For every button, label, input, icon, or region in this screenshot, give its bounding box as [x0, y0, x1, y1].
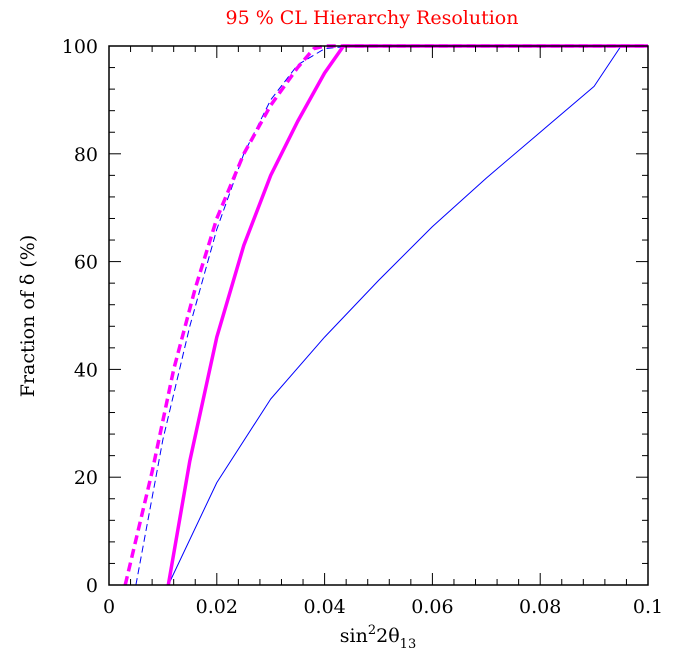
x-axis-label: sin22θ13	[340, 623, 416, 652]
ticks	[108, 45, 649, 586]
y-tick-label: 60	[74, 252, 98, 274]
x-tick-label: 0.06	[411, 596, 453, 618]
series-line-1	[167, 45, 648, 586]
y-tick-label: 20	[74, 467, 98, 489]
plot-lines	[123, 44, 648, 586]
tick-labels: 0 0.02 0.04 0.06 0.08 0.1 0 20 40 60 80 100	[62, 36, 663, 618]
plot-frame	[108, 45, 649, 586]
x-label-base: sin	[340, 625, 368, 647]
x-tick-label: 0.04	[303, 596, 345, 618]
y-tick-label: 80	[74, 144, 98, 166]
chart-title: 95 % CL Hierarchy Resolution	[226, 7, 519, 29]
x-label-mid: 2θ	[376, 625, 400, 647]
x-tick-label: 0.02	[196, 596, 238, 618]
series-line-4	[123, 44, 648, 586]
y-axis-label: Fraction of δ (%)	[17, 235, 39, 398]
series-line-2	[135, 45, 648, 586]
x-label-sub: 13	[400, 637, 417, 652]
y-tick-label: 0	[86, 575, 98, 597]
y-tick-label: 40	[74, 359, 98, 381]
series-line-3	[166, 44, 648, 586]
x-tick-label: 0	[103, 596, 115, 618]
x-tick-label: 0.08	[519, 596, 561, 618]
y-tick-label: 100	[62, 36, 98, 58]
x-tick-label: 0.1	[633, 596, 663, 618]
x-label-sup: 2	[368, 623, 376, 638]
